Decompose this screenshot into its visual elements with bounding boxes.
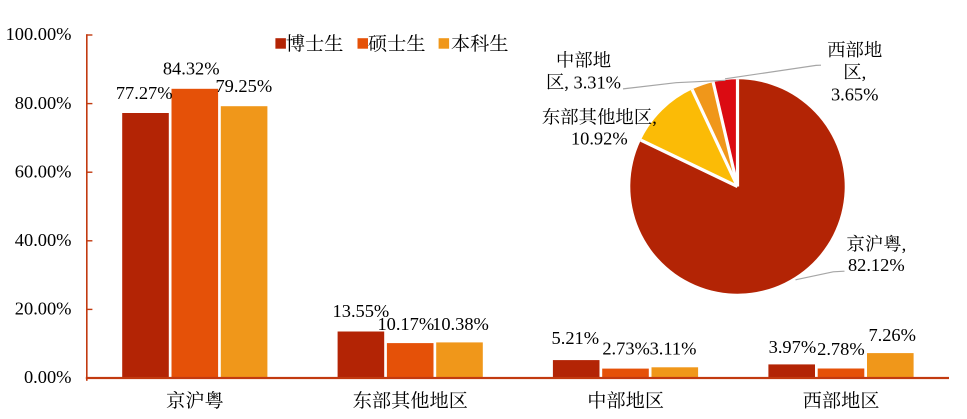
- svg-text:79.25%: 79.25%: [215, 76, 272, 96]
- svg-text:3.11%: 3.11%: [650, 338, 697, 358]
- svg-text:10.38%: 10.38%: [432, 314, 489, 334]
- svg-text:10.92%: 10.92%: [571, 129, 628, 149]
- svg-text:20.00%: 20.00%: [15, 299, 72, 319]
- svg-text:60.00%: 60.00%: [15, 161, 72, 181]
- svg-text:2.73%: 2.73%: [602, 338, 650, 358]
- svg-text:84.32%: 84.32%: [163, 59, 220, 79]
- svg-text:3.65%: 3.65%: [831, 84, 879, 104]
- svg-text:10.17%: 10.17%: [377, 314, 434, 334]
- svg-text:7.26%: 7.26%: [868, 325, 916, 345]
- svg-text:,: ,: [652, 107, 657, 127]
- svg-text:2.78%: 2.78%: [817, 339, 865, 359]
- svg-text:77.27%: 77.27%: [116, 83, 173, 103]
- svg-text:, 3.31%: , 3.31%: [564, 72, 621, 92]
- svg-text:,: ,: [902, 234, 907, 254]
- svg-text:13.55%: 13.55%: [333, 301, 390, 321]
- svg-text:5.21%: 5.21%: [552, 328, 600, 348]
- svg-text:100.00%: 100.00%: [6, 24, 72, 44]
- svg-text:3.97%: 3.97%: [769, 337, 817, 357]
- svg-text:82.12%: 82.12%: [848, 255, 905, 275]
- svg-text:80.00%: 80.00%: [15, 93, 72, 113]
- svg-text:0.00%: 0.00%: [24, 367, 72, 387]
- svg-text:40.00%: 40.00%: [15, 230, 72, 250]
- svg-text:,: ,: [862, 62, 867, 82]
